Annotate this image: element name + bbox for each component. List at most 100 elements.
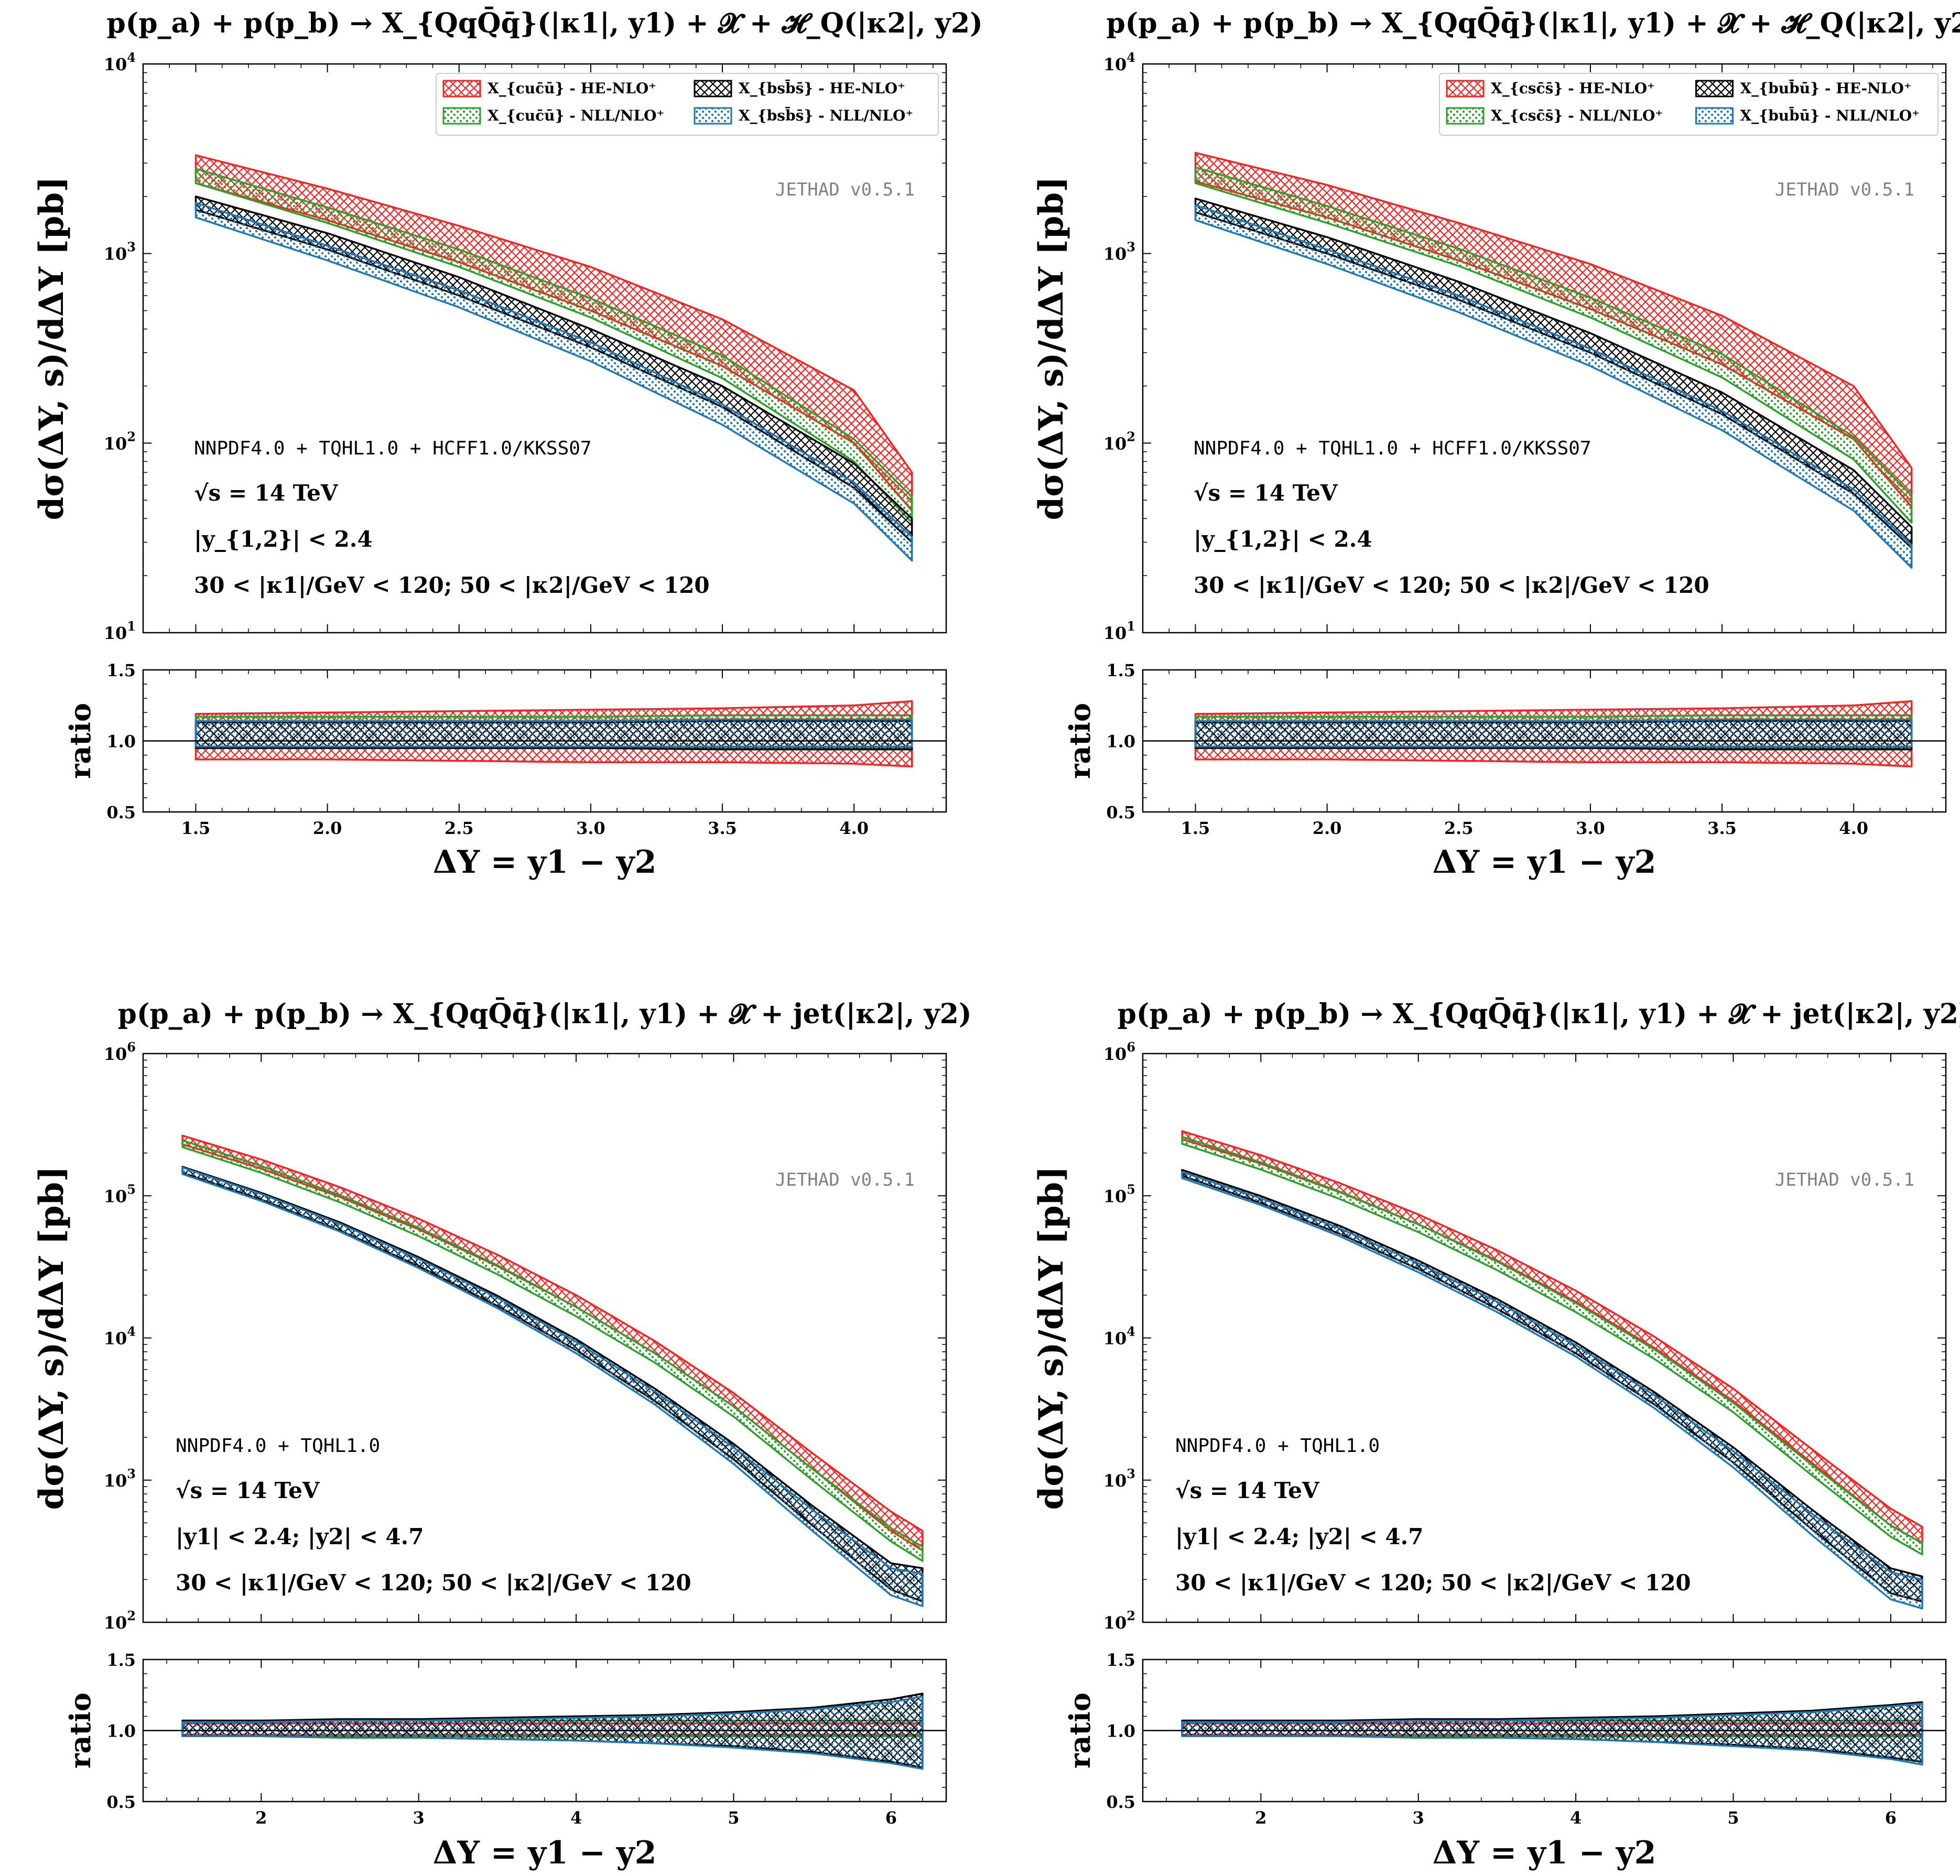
ratio-axis-label: ratio	[1063, 1693, 1097, 1769]
main-bands	[181, 1134, 924, 1607]
annotation-1: √s = 14 TeV	[194, 480, 339, 506]
x-axis-label: ΔY = y1 − y2	[433, 844, 657, 881]
legend: X_{csc̄s̄} - HE-NLO⁺ X_{bub̄ū} - HE-NLO⁺ X…	[1439, 73, 1939, 136]
y-tick-label: 102	[104, 429, 136, 453]
watermark: JETHAD v0.5.1	[1775, 1169, 1914, 1190]
x-tick-label: 5	[1727, 1808, 1739, 1828]
y-axis-label: dσ(ΔY, s)/dΔY [pb]	[1032, 1166, 1071, 1510]
annotation-3: 30 < |κ1|/GeV < 120; 50 < |κ2|/GeV < 120	[1175, 1570, 1691, 1596]
band-3	[1181, 1171, 1923, 1610]
annotation-3: 30 < |κ1|/GeV < 120; 50 < |κ2|/GeV < 120	[176, 1570, 691, 1596]
y-tick-label: 103	[1103, 1466, 1135, 1491]
ratio-tick-label: 0.5	[106, 803, 136, 822]
annotation-1: √s = 14 TeV	[1194, 480, 1338, 506]
x-tick-label: 2.5	[445, 818, 474, 838]
main-plot-frame	[142, 63, 947, 634]
watermark: JETHAD v0.5.1	[1775, 179, 1914, 200]
annotation-0: NNPDF4.0 + TQHL1.0 + HCFF1.0/KKSS07	[1194, 438, 1591, 459]
x-tick-label: 1.5	[181, 818, 211, 838]
y-tick-label: 105	[104, 1181, 136, 1206]
ratio-tick-label: 1.5	[106, 1650, 136, 1670]
x-tick-label: 1.5	[1181, 818, 1210, 838]
legend-label: X_{csc̄s̄} - HE-NLO⁺	[1491, 80, 1655, 97]
ratio-bands	[1181, 1701, 1923, 1766]
x-tick-label: 4	[570, 1808, 582, 1828]
legend-swatch	[694, 107, 732, 125]
y-tick-label: 101	[1103, 619, 1135, 643]
panel-bottom-left: p(p_a) + p(p_b) → X_{QqQ̄q̄}(|κ1|, y1) +…	[32, 73, 972, 1871]
legend-label: X_{bub̄ū} - HE-NLO⁺	[1740, 79, 1912, 97]
ratio-bands	[1194, 700, 1913, 768]
ratio-axis-label: ratio	[63, 703, 97, 779]
legend-frame	[436, 73, 939, 136]
y-tick-label: 103	[1103, 240, 1135, 264]
annotation-2: |y_{1,2}| < 2.4	[194, 526, 373, 552]
x-tick-label: 2.0	[313, 818, 342, 838]
y-tick-label: 106	[104, 1039, 136, 1064]
ratio-tick-label: 1.5	[1106, 1650, 1135, 1670]
x-tick-label: 3	[413, 1808, 425, 1828]
x-tick-label: 4.0	[839, 818, 869, 838]
y-tick-label: 104	[104, 1324, 136, 1349]
legend-swatch	[1446, 107, 1485, 125]
chart-title: p(p_a) + p(p_b) → X_{QqQ̄q̄}(|κ1|, y1) +…	[1117, 997, 1960, 1030]
y-axis-label: dσ(ΔY, s)/dΔY [pb]	[1032, 177, 1071, 520]
annotation-2: |y1| < 2.4; |y2| < 4.7	[176, 1524, 424, 1549]
annotation-3: 30 < |κ1|/GeV < 120; 50 < |κ2|/GeV < 120	[194, 572, 710, 598]
annotation-0: NNPDF4.0 + TQHL1.0 + HCFF1.0/KKSS07	[194, 438, 592, 459]
x-tick-label: 6	[885, 1808, 897, 1828]
legend-label: X_{csc̄s̄} - NLL/NLO⁺	[1491, 107, 1663, 124]
ratio-tick-label: 1.0	[106, 732, 136, 752]
y-tick-label: 102	[1103, 429, 1135, 453]
x-tick-label: 2	[1255, 1808, 1266, 1828]
ratio-band-3	[1194, 719, 1913, 748]
y-axis-label: dσ(ΔY, s)/dΔY [pb]	[32, 1166, 71, 1510]
legend-swatch	[442, 107, 481, 125]
x-tick-label: 4	[1570, 1808, 1582, 1828]
main-plot-frame	[1142, 63, 1947, 634]
x-tick-label: 2	[255, 1808, 267, 1828]
annotation-2: |y_{1,2}| < 2.4	[1194, 526, 1372, 552]
ratio-tick-label: 0.5	[1106, 803, 1135, 822]
x-tick-label: 5	[728, 1808, 739, 1828]
legend-swatch	[442, 80, 481, 97]
ratio-tick-label: 1.0	[1106, 1721, 1135, 1741]
y-tick-label: 103	[104, 240, 136, 264]
ratio-band-3	[181, 1695, 924, 1770]
annotation-2: |y1| < 2.4; |y2| < 4.7	[1175, 1524, 1424, 1549]
legend-label: X_{bsb̄s̄} - NLL/NLO⁺	[739, 106, 913, 124]
main-bands	[1181, 1130, 1923, 1610]
y-tick-label: 101	[104, 619, 136, 643]
legend-swatch	[1695, 80, 1734, 97]
watermark: JETHAD v0.5.1	[775, 1169, 915, 1190]
ratio-band-3	[1181, 1703, 1923, 1766]
x-tick-label: 6	[1885, 1808, 1897, 1828]
chart-title: p(p_a) + p(p_b) → X_{QqQ̄q̄}(|κ1|, y1) +…	[106, 7, 982, 39]
y-tick-label: 105	[1103, 1181, 1135, 1206]
ratio-tick-label: 1.5	[1106, 660, 1135, 680]
annotation-1: √s = 14 TeV	[176, 1478, 320, 1503]
y-tick-label: 104	[1103, 1324, 1135, 1349]
band-3	[181, 1166, 924, 1607]
x-tick-label: 3	[1413, 1808, 1424, 1828]
legend-swatch	[694, 80, 732, 97]
legend-label: X_{bub̄ū} - NLL/NLO⁺	[1740, 106, 1920, 124]
x-tick-label: 3.0	[576, 818, 605, 838]
main-bands	[1194, 151, 1913, 569]
legend-swatch	[1695, 107, 1734, 125]
legend-frame	[1439, 73, 1939, 136]
main-bands	[194, 154, 913, 562]
ratio-axis-label: ratio	[63, 1693, 97, 1769]
x-axis-label: ΔY = y1 − y2	[1433, 844, 1656, 881]
ratio-band-3	[194, 719, 913, 748]
ratio-bands	[194, 700, 913, 768]
y-tick-label: 106	[1103, 1039, 1135, 1064]
y-axis-label: dσ(ΔY, s)/dΔY [pb]	[32, 177, 71, 520]
x-axis-label: ΔY = y1 − y2	[1433, 1835, 1656, 1871]
x-tick-label: 2.5	[1444, 818, 1474, 838]
y-tick-label: 104	[1103, 50, 1135, 74]
ratio-tick-label: 1.0	[1106, 732, 1135, 752]
legend-label: X_{bsb̄s̄} - HE-NLO⁺	[739, 79, 905, 97]
band-1	[1181, 1135, 1923, 1556]
